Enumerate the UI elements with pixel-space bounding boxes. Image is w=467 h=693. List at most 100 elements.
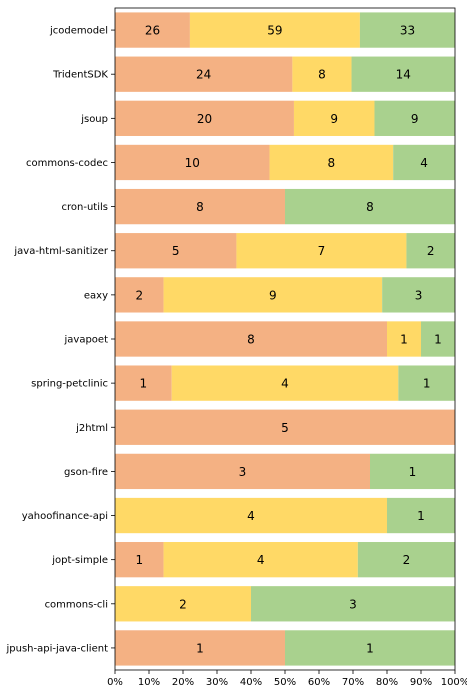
data-label: 5 xyxy=(172,244,180,258)
category-label: javapoet xyxy=(64,335,109,346)
bar-segment xyxy=(387,497,455,534)
data-label: 1 xyxy=(409,465,417,479)
x-tick-label: 30% xyxy=(206,677,228,688)
data-label: 9 xyxy=(411,112,419,126)
x-tick-label: 70% xyxy=(342,677,364,688)
bar-segment xyxy=(115,188,285,225)
data-label: 1 xyxy=(417,509,425,523)
bar-segment xyxy=(115,630,285,666)
data-label: 1 xyxy=(366,641,374,655)
data-label: 2 xyxy=(179,597,187,611)
category-label: cron-utils xyxy=(62,202,108,213)
category-label: yahoofinance-api xyxy=(22,511,108,522)
category-label: java-html-sanitizer xyxy=(13,246,109,257)
category-label: TridentSDK xyxy=(52,70,108,81)
bar-segment xyxy=(236,233,407,269)
data-label: 2 xyxy=(403,553,411,567)
bar-segment xyxy=(115,12,190,48)
data-label: 26 xyxy=(145,24,160,38)
data-label: 4 xyxy=(420,156,428,170)
data-label: 1 xyxy=(135,553,143,567)
data-label: 3 xyxy=(349,597,357,611)
data-label: 7 xyxy=(318,244,326,258)
bar-segment xyxy=(285,630,455,666)
bar-segment xyxy=(115,233,237,269)
x-tick-label: 10% xyxy=(138,677,160,688)
data-label: 1 xyxy=(140,377,148,391)
category-label: commons-cli xyxy=(45,599,108,610)
bar-segment xyxy=(115,277,164,313)
data-label: 2 xyxy=(135,288,143,302)
data-label: 9 xyxy=(269,288,277,302)
bar-segment xyxy=(382,277,455,313)
data-label: 1 xyxy=(423,377,431,391)
data-label: 14 xyxy=(396,68,411,82)
data-label: 8 xyxy=(318,68,326,82)
data-label: 24 xyxy=(196,68,211,82)
category-label: eaxy xyxy=(84,290,108,301)
data-label: 1 xyxy=(400,333,408,347)
bar-segment xyxy=(292,56,352,92)
x-tick-label: 80% xyxy=(376,677,398,688)
category-label: gson-fire xyxy=(64,467,108,478)
data-label: 8 xyxy=(328,156,336,170)
bar-segment xyxy=(393,144,455,181)
data-label: 59 xyxy=(267,24,282,38)
bar-segment xyxy=(387,321,421,357)
bar-segment xyxy=(269,144,394,181)
bar-segment xyxy=(115,542,164,578)
data-label: 4 xyxy=(247,509,255,523)
bar-segment xyxy=(359,12,455,48)
category-label: jpush-api-java-client xyxy=(5,643,108,654)
data-label: 10 xyxy=(185,156,200,170)
category-label: spring-petclinic xyxy=(31,379,108,390)
data-label: 33 xyxy=(400,24,415,38)
data-label: 3 xyxy=(239,465,247,479)
bar-segment xyxy=(370,453,455,490)
bar-segment xyxy=(115,497,387,534)
bar-segment xyxy=(285,188,455,225)
bar-segment xyxy=(115,56,293,92)
category-label: j2html xyxy=(75,423,108,434)
x-tick-label: 50% xyxy=(274,677,296,688)
x-tick-label: 60% xyxy=(308,677,330,688)
data-label: 5 xyxy=(281,421,289,435)
bar-segment xyxy=(115,365,172,401)
data-label: 1 xyxy=(196,641,204,655)
data-label: 9 xyxy=(330,112,338,126)
bar-segment xyxy=(421,321,455,357)
bar-segment xyxy=(406,233,455,269)
x-tick-label: 20% xyxy=(172,677,194,688)
data-label: 4 xyxy=(257,553,265,567)
data-label: 8 xyxy=(196,200,204,214)
bar-segment xyxy=(374,100,455,136)
bar-segment xyxy=(115,409,455,445)
category-label: commons-codec xyxy=(26,158,108,169)
category-label: jopt-simple xyxy=(51,555,108,566)
bar-segment xyxy=(163,542,358,578)
bar-segment xyxy=(293,100,375,136)
x-tick-label: 90% xyxy=(410,677,432,688)
x-tick-label: 100% xyxy=(441,677,467,688)
x-tick-label: 40% xyxy=(240,677,262,688)
bar-segment xyxy=(115,453,370,490)
x-tick-label: 0% xyxy=(107,677,123,688)
data-label: 20 xyxy=(197,112,212,126)
bar-segment xyxy=(398,365,455,401)
bar-segment xyxy=(351,56,455,92)
data-label: 4 xyxy=(281,377,289,391)
data-label: 8 xyxy=(247,333,255,347)
bar-segment xyxy=(115,586,251,622)
bar-segment xyxy=(189,12,360,48)
bar-segment xyxy=(115,321,387,357)
category-label: jsoup xyxy=(80,114,108,125)
data-label: 8 xyxy=(366,200,374,214)
data-label: 3 xyxy=(415,288,423,302)
bar-segment xyxy=(163,277,383,313)
category-label: jcodemodel xyxy=(49,26,108,37)
data-label: 1 xyxy=(434,333,442,347)
bar-segment xyxy=(251,586,455,622)
